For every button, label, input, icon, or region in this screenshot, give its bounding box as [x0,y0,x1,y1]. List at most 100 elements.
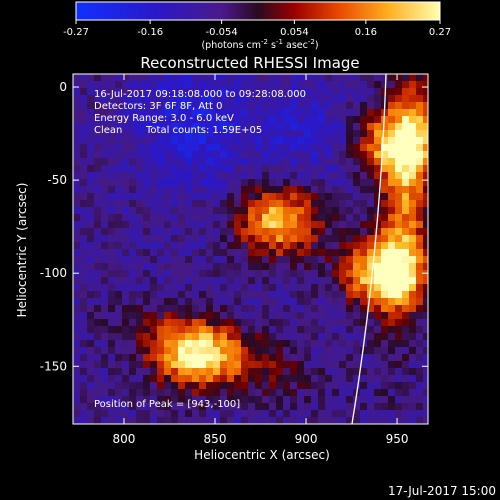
image-pixel [108,193,116,201]
image-pixel [374,81,382,89]
image-pixel [367,291,375,299]
image-pixel [353,81,361,89]
image-pixel [248,347,256,355]
image-pixel [87,193,95,201]
image-pixel [87,305,95,313]
image-pixel [339,95,347,103]
image-pixel [353,109,361,117]
image-pixel [269,305,277,313]
image-pixel [276,186,284,194]
image-pixel [234,326,242,334]
image-pixel [136,130,144,138]
image-pixel [339,403,347,411]
image-pixel [304,242,312,250]
image-pixel [388,151,396,159]
image-pixel [213,256,221,264]
image-pixel [101,389,109,397]
image-pixel [248,389,256,397]
image-pixel [290,389,298,397]
image-pixel [80,235,88,243]
image-pixel [276,207,284,215]
image-pixel [143,172,151,180]
image-pixel [325,263,333,271]
image-pixel [185,74,193,82]
image-pixel [325,368,333,376]
image-pixel [423,403,428,411]
image-pixel [192,256,200,264]
image-pixel [220,263,228,271]
image-pixel [157,95,165,103]
image-pixel [80,312,88,320]
image-pixel [129,165,137,173]
image-pixel [367,347,375,355]
image-pixel [360,291,368,299]
image-pixel [178,179,186,187]
image-pixel [192,375,200,383]
image-pixel [94,361,102,369]
image-pixel [269,277,277,285]
image-pixel [80,410,88,418]
image-pixel [143,151,151,159]
image-pixel [332,102,340,110]
image-pixel [192,396,200,404]
image-pixel [192,249,200,257]
image-pixel [108,354,116,362]
image-pixel [395,389,403,397]
image-pixel [409,256,417,264]
image-pixel [129,375,137,383]
image-pixel [248,137,256,145]
image-pixel [276,277,284,285]
image-pixel [150,291,158,299]
image-pixel [185,312,193,320]
image-pixel [178,368,186,376]
image-pixel [318,375,326,383]
image-pixel [416,158,424,166]
image-pixel [346,144,354,152]
image-pixel [143,354,151,362]
image-pixel [395,81,403,89]
image-pixel [192,277,200,285]
image-pixel [115,228,123,236]
image-pixel [255,137,263,145]
image-pixel [409,396,417,404]
image-pixel [164,165,172,173]
image-pixel [122,109,130,117]
image-pixel [122,382,130,390]
image-pixel [122,74,130,82]
image-pixel [213,235,221,243]
image-pixel [262,179,270,187]
image-pixel [143,235,151,243]
image-pixel [192,165,200,173]
image-pixel [339,102,347,110]
image-pixel [178,109,186,117]
image-pixel [381,165,389,173]
image-pixel [213,368,221,376]
image-pixel [234,179,242,187]
image-pixel [73,389,81,397]
image-pixel [171,179,179,187]
image-pixel [241,81,249,89]
image-pixel [136,417,144,424]
image-pixel [73,375,81,383]
image-pixel [388,256,396,264]
image-pixel [248,410,256,418]
image-pixel [164,109,172,117]
image-pixel [192,312,200,320]
image-pixel [423,256,428,264]
image-pixel [332,354,340,362]
image-pixel [129,116,137,124]
image-pixel [101,242,109,250]
image-pixel [115,207,123,215]
image-pixel [402,319,410,327]
image-pixel [115,81,123,89]
image-pixel [262,88,270,96]
image-pixel [185,116,193,124]
image-pixel [101,396,109,404]
image-pixel [234,74,242,82]
image-pixel [129,221,137,229]
image-pixel [73,417,81,424]
image-pixel [276,389,284,397]
image-pixel [276,158,284,166]
image-pixel [318,340,326,348]
image-pixel [255,256,263,264]
